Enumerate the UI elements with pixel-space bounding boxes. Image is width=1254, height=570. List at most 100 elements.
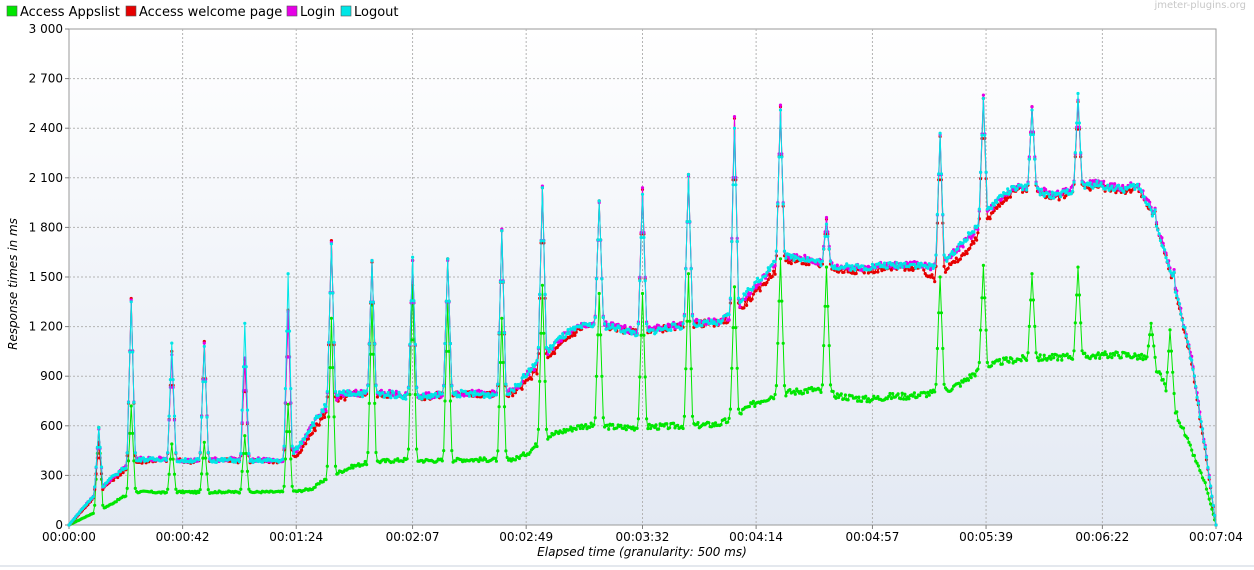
data-point <box>371 300 375 304</box>
data-point <box>789 256 793 260</box>
data-point <box>911 394 915 398</box>
y-tick-label: 1 200 <box>29 320 63 334</box>
data-point <box>789 262 793 266</box>
data-point <box>447 299 451 303</box>
data-point <box>1211 503 1215 508</box>
data-point <box>719 423 723 427</box>
data-point <box>356 390 361 394</box>
data-point <box>204 456 208 460</box>
data-point <box>1099 181 1103 185</box>
data-point <box>1204 455 1209 459</box>
data-point <box>561 332 565 336</box>
data-point <box>743 293 747 297</box>
data-point <box>981 93 986 97</box>
data-point <box>822 344 826 348</box>
data-point <box>408 392 412 397</box>
data-point <box>908 268 912 272</box>
data-point <box>1194 384 1198 388</box>
data-point <box>745 289 749 294</box>
data-point <box>746 297 750 301</box>
data-point <box>750 297 754 301</box>
data-point <box>1196 401 1200 405</box>
data-point <box>535 358 539 363</box>
data-point <box>413 392 417 397</box>
data-point <box>854 271 858 276</box>
data-point <box>793 392 797 396</box>
y-tick-label: 2 400 <box>29 121 63 135</box>
data-point <box>642 333 646 337</box>
data-point <box>727 313 731 317</box>
data-point <box>571 331 576 335</box>
data-point <box>947 255 952 259</box>
data-point <box>317 482 321 486</box>
data-point <box>502 405 507 409</box>
data-point <box>359 391 363 395</box>
data-point <box>643 375 647 379</box>
data-point <box>546 347 550 351</box>
data-point <box>402 393 406 397</box>
data-point <box>517 456 522 461</box>
data-point <box>237 460 241 464</box>
data-point <box>1125 354 1129 358</box>
data-point <box>663 324 668 328</box>
data-point <box>850 264 854 268</box>
data-point <box>570 429 574 433</box>
y-tick-label: 0 <box>55 518 63 532</box>
data-point <box>496 449 500 453</box>
data-point <box>824 222 829 226</box>
data-point <box>1052 356 1056 360</box>
data-point <box>1069 192 1073 196</box>
data-point <box>1000 362 1004 366</box>
data-point <box>899 397 903 401</box>
data-point <box>304 434 308 438</box>
data-point <box>1135 182 1140 186</box>
data-point <box>1106 183 1110 187</box>
data-point <box>823 304 827 308</box>
data-point <box>983 133 987 137</box>
data-point <box>1004 198 1008 202</box>
data-point <box>1044 187 1048 192</box>
data-point <box>336 393 340 397</box>
data-point <box>770 274 774 279</box>
data-point <box>93 503 97 507</box>
data-point <box>539 239 543 243</box>
data-point <box>929 275 933 279</box>
data-point <box>244 365 248 369</box>
data-point <box>615 426 619 430</box>
data-point <box>285 329 289 333</box>
data-point <box>561 431 565 435</box>
data-point <box>822 247 826 251</box>
data-point <box>847 264 852 268</box>
data-point <box>665 422 669 426</box>
data-point <box>700 324 704 328</box>
data-point <box>1107 355 1111 359</box>
data-point <box>1160 236 1164 240</box>
data-point <box>327 415 331 419</box>
data-point <box>727 318 731 322</box>
data-point <box>764 274 768 278</box>
data-point <box>831 266 835 270</box>
data-point <box>639 333 643 337</box>
data-point <box>563 335 568 339</box>
data-point <box>500 316 504 320</box>
y-tick-label: 600 <box>40 419 63 433</box>
data-point <box>976 224 980 228</box>
data-point <box>781 202 785 206</box>
data-point <box>535 444 539 449</box>
data-point <box>297 444 301 448</box>
data-point <box>801 262 806 266</box>
x-axis-title: Elapsed time (granularity: 500 ms) <box>537 545 747 559</box>
data-point <box>835 392 839 396</box>
data-point <box>923 261 927 265</box>
data-point <box>342 389 346 393</box>
data-point <box>732 285 737 289</box>
data-point <box>791 253 795 257</box>
data-point <box>686 172 691 177</box>
data-point <box>1104 186 1108 190</box>
data-point <box>885 397 889 401</box>
data-point <box>247 451 251 456</box>
data-point <box>328 291 332 295</box>
data-point <box>870 397 875 402</box>
data-point <box>243 434 247 438</box>
data-point <box>183 457 187 461</box>
